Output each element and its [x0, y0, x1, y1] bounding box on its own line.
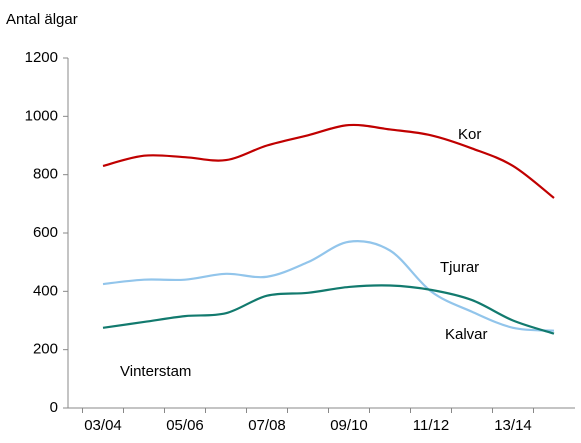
- y-axis-label: Antal älgar: [6, 11, 78, 28]
- series-label: Kalvar: [445, 326, 488, 343]
- series-label: Tjurar: [440, 259, 479, 276]
- x-tick-label: 07/08: [248, 417, 286, 434]
- y-tick-label: 600: [33, 224, 58, 241]
- y-tick-label: 800: [33, 166, 58, 183]
- x-tick-label: 09/10: [330, 417, 368, 434]
- y-tick-label: 1000: [25, 107, 58, 124]
- line-series: [102, 284, 555, 335]
- x-tick-label: 05/06: [166, 417, 204, 434]
- series-label: Kor: [458, 126, 481, 143]
- y-tick-label: 200: [33, 341, 58, 358]
- x-tick-label: 11/12: [413, 417, 449, 434]
- line-series: [102, 240, 555, 332]
- annotation: Vinterstam: [120, 363, 191, 380]
- y-tick-label: 400: [33, 282, 58, 299]
- x-tick-label: 13/14: [494, 417, 532, 434]
- y-tick-label: 1200: [25, 49, 58, 66]
- y-tick-label: 0: [50, 399, 58, 416]
- x-tick-label: 03/04: [84, 417, 122, 434]
- line-series: [102, 123, 555, 199]
